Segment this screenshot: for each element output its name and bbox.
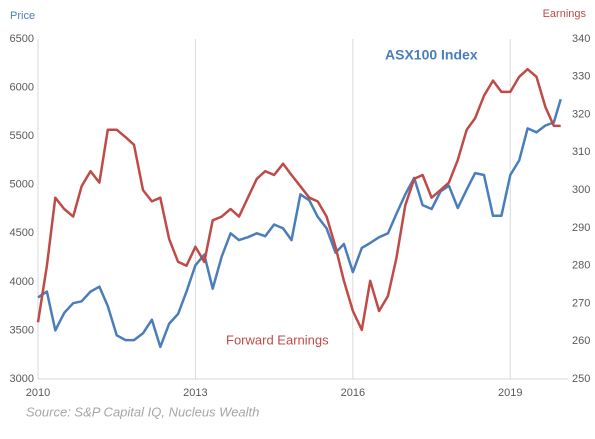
y2-tick-label: 340 (572, 33, 590, 45)
y-tick-label: 3000 (10, 373, 34, 385)
y2-tick-label: 250 (572, 373, 590, 385)
y2-tick-label: 260 (572, 335, 590, 347)
y-tick-label: 5000 (10, 179, 34, 191)
y-tick-label: 5500 (10, 130, 34, 142)
y-tick-label: 6500 (10, 33, 34, 45)
data-line (37, 98, 562, 349)
y2-axis-label: Earnings (543, 8, 587, 20)
y2-tick-label: 330 (572, 71, 590, 83)
y2-tick-label: 310 (572, 146, 590, 158)
y2-tick-label: 290 (572, 222, 590, 234)
y-tick-label: 4500 (10, 227, 34, 239)
y-axis-label: Price (10, 10, 35, 22)
data-line (36, 67, 561, 332)
series-annotation: Forward Earnings (226, 332, 329, 347)
y-tick-label: 4000 (10, 276, 34, 288)
y2-tick-label: 300 (572, 184, 590, 196)
x-tick-label: 2016 (341, 387, 365, 399)
series-annotation: ASX100 Index (385, 47, 478, 63)
y2-tick-label: 320 (572, 108, 590, 120)
y2-tick-label: 280 (572, 260, 590, 272)
y2-tick-label: 270 (572, 297, 590, 309)
y-tick-label: 3500 (10, 324, 34, 336)
source-note: Source: S&P Capital IQ, Nucleus Wealth (26, 404, 259, 419)
x-tick-label: 2010 (26, 387, 50, 399)
x-tick-label: 2019 (498, 387, 522, 399)
y-tick-label: 6000 (10, 81, 34, 93)
x-tick-label: 2013 (183, 387, 207, 399)
